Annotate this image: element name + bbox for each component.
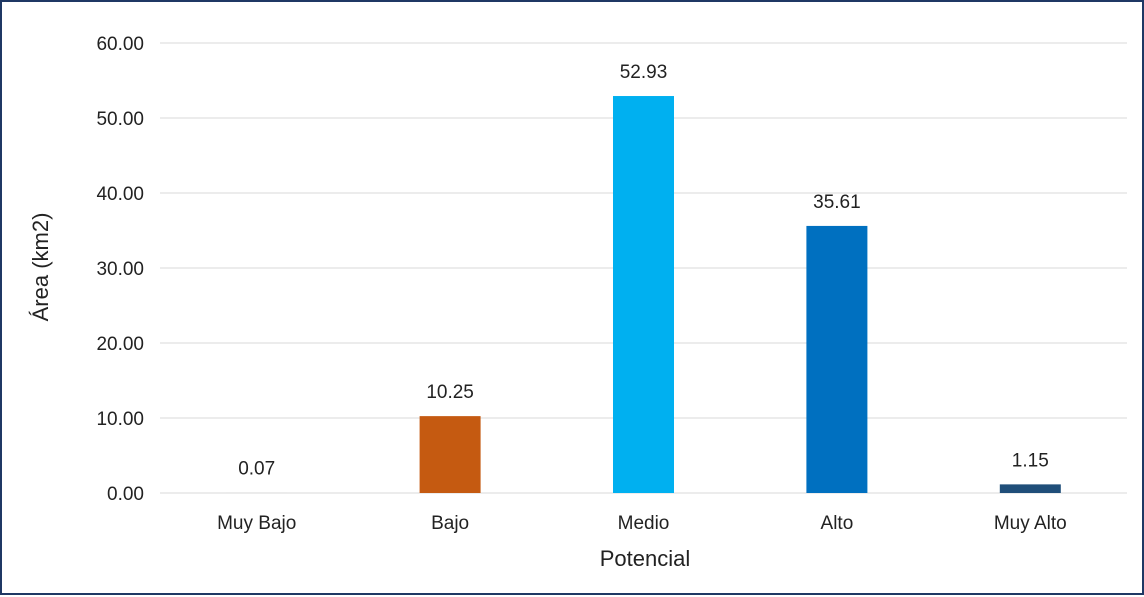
bars: [226, 96, 1061, 494]
bar: [806, 225, 868, 494]
y-tick-label: 20.00: [96, 334, 144, 355]
x-axis-ticks: Muy Bajo Bajo Medio Alto Muy Alto: [217, 513, 1067, 534]
data-label: 52.93: [620, 62, 668, 83]
y-tick-label: 60.00: [96, 34, 144, 55]
y-tick-label: 40.00: [96, 184, 144, 205]
y-tick-label: 10.00: [96, 409, 144, 430]
bar: [999, 484, 1061, 493]
data-label: 35.61: [813, 192, 861, 213]
y-tick-label: 30.00: [96, 259, 144, 280]
x-axis-label: Potencial: [600, 546, 691, 571]
data-label: 0.07: [238, 458, 275, 479]
bar: [226, 492, 288, 493]
x-tick-label: Medio: [618, 513, 670, 534]
y-tick-label: 50.00: [96, 109, 144, 130]
x-tick-label: Bajo: [431, 513, 469, 534]
data-label: 10.25: [426, 382, 474, 403]
bar: [613, 96, 674, 494]
y-axis-label: Área (km2): [28, 213, 53, 322]
bar: [419, 416, 481, 493]
x-tick-label: Muy Alto: [994, 513, 1067, 534]
data-labels: 0.07 10.25 52.93 35.61 1.15: [238, 62, 1049, 479]
x-tick-label: Alto: [821, 513, 854, 534]
x-tick-label: Muy Bajo: [217, 513, 296, 534]
data-label: 1.15: [1012, 450, 1049, 471]
y-axis-ticks: 0.00 10.00 20.00 30.00 40.00 50.00 60.00: [96, 34, 144, 505]
y-tick-label: 0.00: [107, 484, 144, 505]
